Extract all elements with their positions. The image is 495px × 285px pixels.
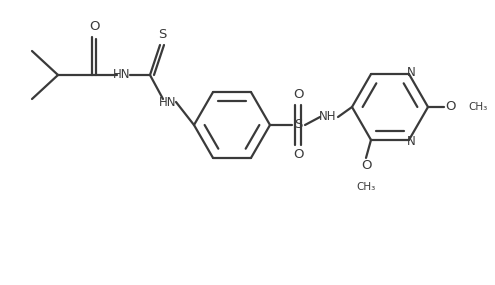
Text: O: O <box>445 101 455 113</box>
Text: O: O <box>89 21 99 34</box>
Text: S: S <box>294 119 302 131</box>
Text: O: O <box>293 148 303 162</box>
Text: NH: NH <box>319 111 337 123</box>
Text: O: O <box>361 159 371 172</box>
Text: HN: HN <box>159 95 177 109</box>
Text: S: S <box>158 28 166 42</box>
Text: CH₃: CH₃ <box>356 182 376 192</box>
Text: HN: HN <box>113 68 131 82</box>
Text: N: N <box>406 135 415 148</box>
Text: CH₃: CH₃ <box>468 102 487 112</box>
Text: O: O <box>293 89 303 101</box>
Text: N: N <box>406 66 415 79</box>
